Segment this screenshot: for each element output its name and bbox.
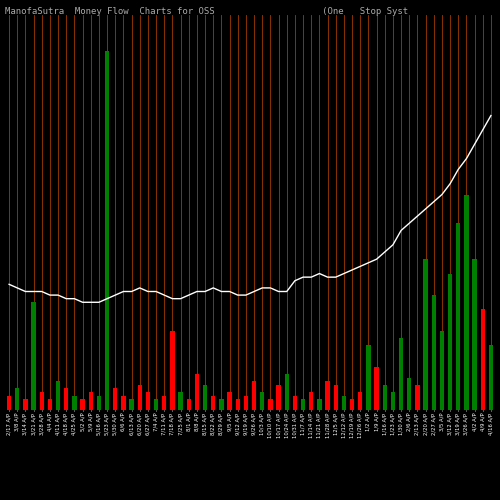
Bar [219, 399, 224, 410]
Bar [284, 374, 289, 410]
Bar [292, 396, 297, 410]
Bar [138, 385, 142, 410]
Bar [440, 331, 444, 410]
Bar [252, 382, 256, 410]
Bar [317, 399, 322, 410]
Bar [32, 302, 36, 410]
Bar [203, 385, 207, 410]
Bar [399, 338, 404, 410]
Bar [488, 346, 493, 410]
Bar [72, 396, 76, 410]
Bar [154, 399, 158, 410]
Bar [326, 382, 330, 410]
Bar [56, 382, 60, 410]
Bar [350, 399, 354, 410]
Bar [374, 367, 379, 410]
Bar [178, 392, 183, 410]
Bar [309, 392, 314, 410]
Bar [48, 399, 52, 410]
Bar [472, 259, 477, 410]
Bar [7, 396, 12, 410]
Bar [390, 392, 395, 410]
Bar [456, 224, 460, 410]
Bar [432, 295, 436, 410]
Bar [301, 399, 306, 410]
Text: ManofaSutra  Money Flow  Charts for OSS                    (One   Stop Syst: ManofaSutra Money Flow Charts for OSS (O… [5, 8, 408, 16]
Bar [228, 392, 232, 410]
Bar [211, 396, 216, 410]
Bar [186, 399, 191, 410]
Bar [96, 396, 101, 410]
Bar [146, 392, 150, 410]
Bar [382, 385, 387, 410]
Bar [236, 399, 240, 410]
Bar [40, 392, 44, 410]
Bar [121, 396, 126, 410]
Bar [130, 399, 134, 410]
Bar [480, 310, 485, 410]
Bar [342, 396, 346, 410]
Bar [105, 51, 110, 410]
Bar [407, 378, 412, 410]
Bar [23, 399, 28, 410]
Bar [170, 331, 174, 410]
Bar [366, 346, 370, 410]
Bar [268, 399, 272, 410]
Bar [358, 392, 362, 410]
Bar [88, 392, 93, 410]
Bar [64, 388, 68, 410]
Bar [276, 385, 281, 410]
Bar [15, 388, 20, 410]
Bar [162, 396, 166, 410]
Bar [334, 385, 338, 410]
Bar [113, 388, 117, 410]
Bar [244, 396, 248, 410]
Bar [260, 392, 264, 410]
Bar [464, 194, 468, 410]
Bar [194, 374, 199, 410]
Bar [415, 385, 420, 410]
Bar [80, 399, 85, 410]
Bar [448, 274, 452, 410]
Bar [424, 259, 428, 410]
